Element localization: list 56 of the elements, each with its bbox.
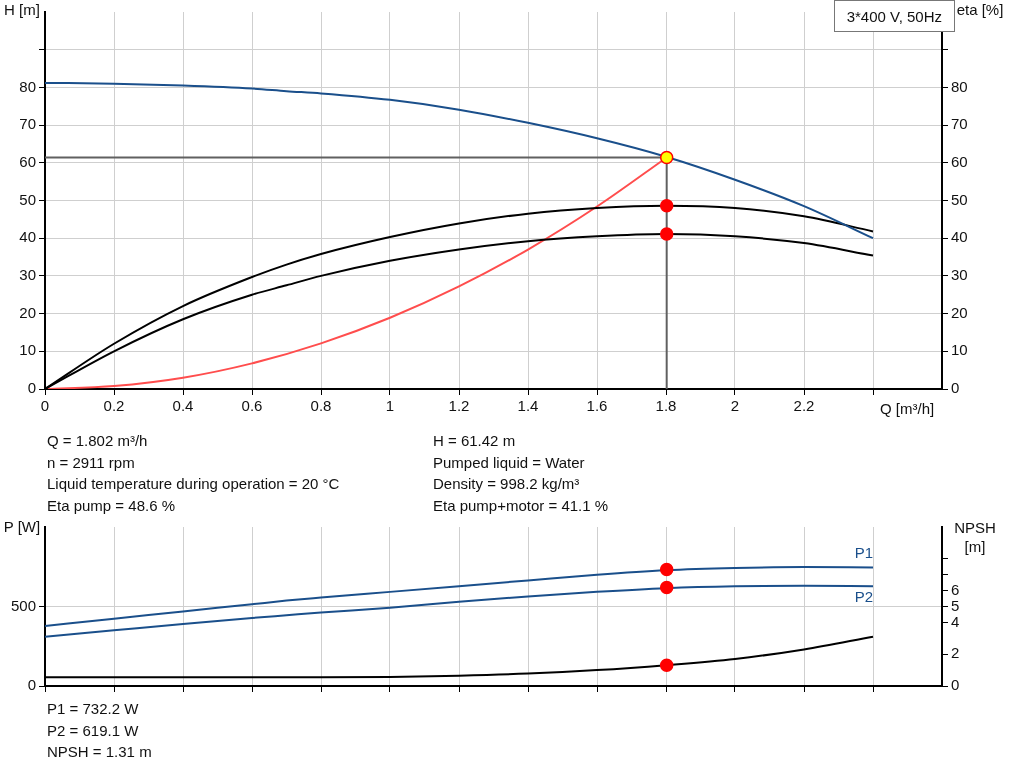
x-axis-title: Q [m³/h] (880, 399, 935, 419)
y2-tick-label: 30 (951, 266, 968, 284)
x-tick-label: 0 (40, 397, 50, 415)
y-tick-label: 70 (19, 115, 36, 133)
y2-tick-label: 70 (951, 115, 968, 133)
text: P2 = 619.1 W (47, 720, 139, 741)
y-tick-label: 0 (27, 379, 36, 397)
text: P1 = 732.2 W (47, 699, 139, 719)
y2-axis-title: eta [%] (955, 0, 1005, 19)
y2-tick-label: 60 (951, 152, 968, 170)
text: H = 61.42 m (433, 431, 516, 451)
text: Eta pump = 48.6 % (47, 495, 175, 516)
text: Q = 1.802 m³/h (47, 431, 148, 451)
text: Density = 998.2 kg/m³ (433, 474, 580, 494)
y2-axis-title: NPSH [m] (953, 518, 997, 556)
y-axis-title: H [m] (3, 0, 41, 19)
y2-tick-label: 4 (951, 612, 960, 630)
text: Liquid temperature during operation = 20 °C (47, 474, 340, 494)
chart-title: 3*400 V, 50Hz (833, 0, 955, 32)
y-tick-label: 50 (19, 190, 36, 208)
x-tick-label: 1 (385, 397, 395, 415)
series-label: P1 (854, 544, 873, 562)
y-tick-label: 30 (19, 266, 36, 284)
series-label: P2 (854, 587, 873, 605)
x-tick-label: 1.4 (517, 397, 539, 415)
x-tick-label: 2.2 (793, 397, 815, 415)
y2-tick-label: 20 (951, 303, 968, 321)
y-tick-label: 500 (10, 596, 36, 614)
text: n = 2911 rpm (47, 452, 135, 473)
y2-tick-label: 50 (951, 190, 968, 208)
y-tick-label: 10 (19, 341, 36, 359)
x-tick-label: 1.6 (586, 397, 608, 415)
y-tick-label: 80 (19, 77, 36, 95)
y-tick-label: 40 (19, 228, 36, 246)
y2-tick-label: 0 (951, 379, 960, 397)
y-tick-label: 0 (27, 676, 36, 694)
x-tick-label: 0.4 (172, 397, 194, 415)
text: NPSH = 1.31 m (47, 742, 152, 762)
x-tick-label: 0.2 (103, 397, 125, 415)
y2-tick-label: 5 (951, 596, 960, 614)
x-tick-label: 0.6 (241, 397, 263, 415)
text: Pumped liquid = Water (433, 452, 585, 473)
y2-tick-label: 10 (951, 341, 968, 359)
y2-tick-label: 2 (951, 644, 960, 662)
y-tick-label: 20 (19, 303, 36, 321)
text: Eta pump+motor = 41.1 % (433, 495, 609, 516)
y-tick-label: 60 (19, 152, 36, 170)
y2-tick-label: 6 (951, 580, 960, 598)
y-axis-title: P [W] (2, 517, 42, 536)
y2-tick-label: 0 (951, 676, 960, 694)
x-tick-label: 0.8 (310, 397, 332, 415)
x-tick-label: 1.8 (655, 397, 677, 415)
x-tick-label: 2 (730, 397, 740, 415)
y2-tick-label: 80 (951, 77, 968, 95)
y2-tick-label: 40 (951, 228, 968, 246)
x-tick-label: 1.2 (448, 397, 470, 415)
